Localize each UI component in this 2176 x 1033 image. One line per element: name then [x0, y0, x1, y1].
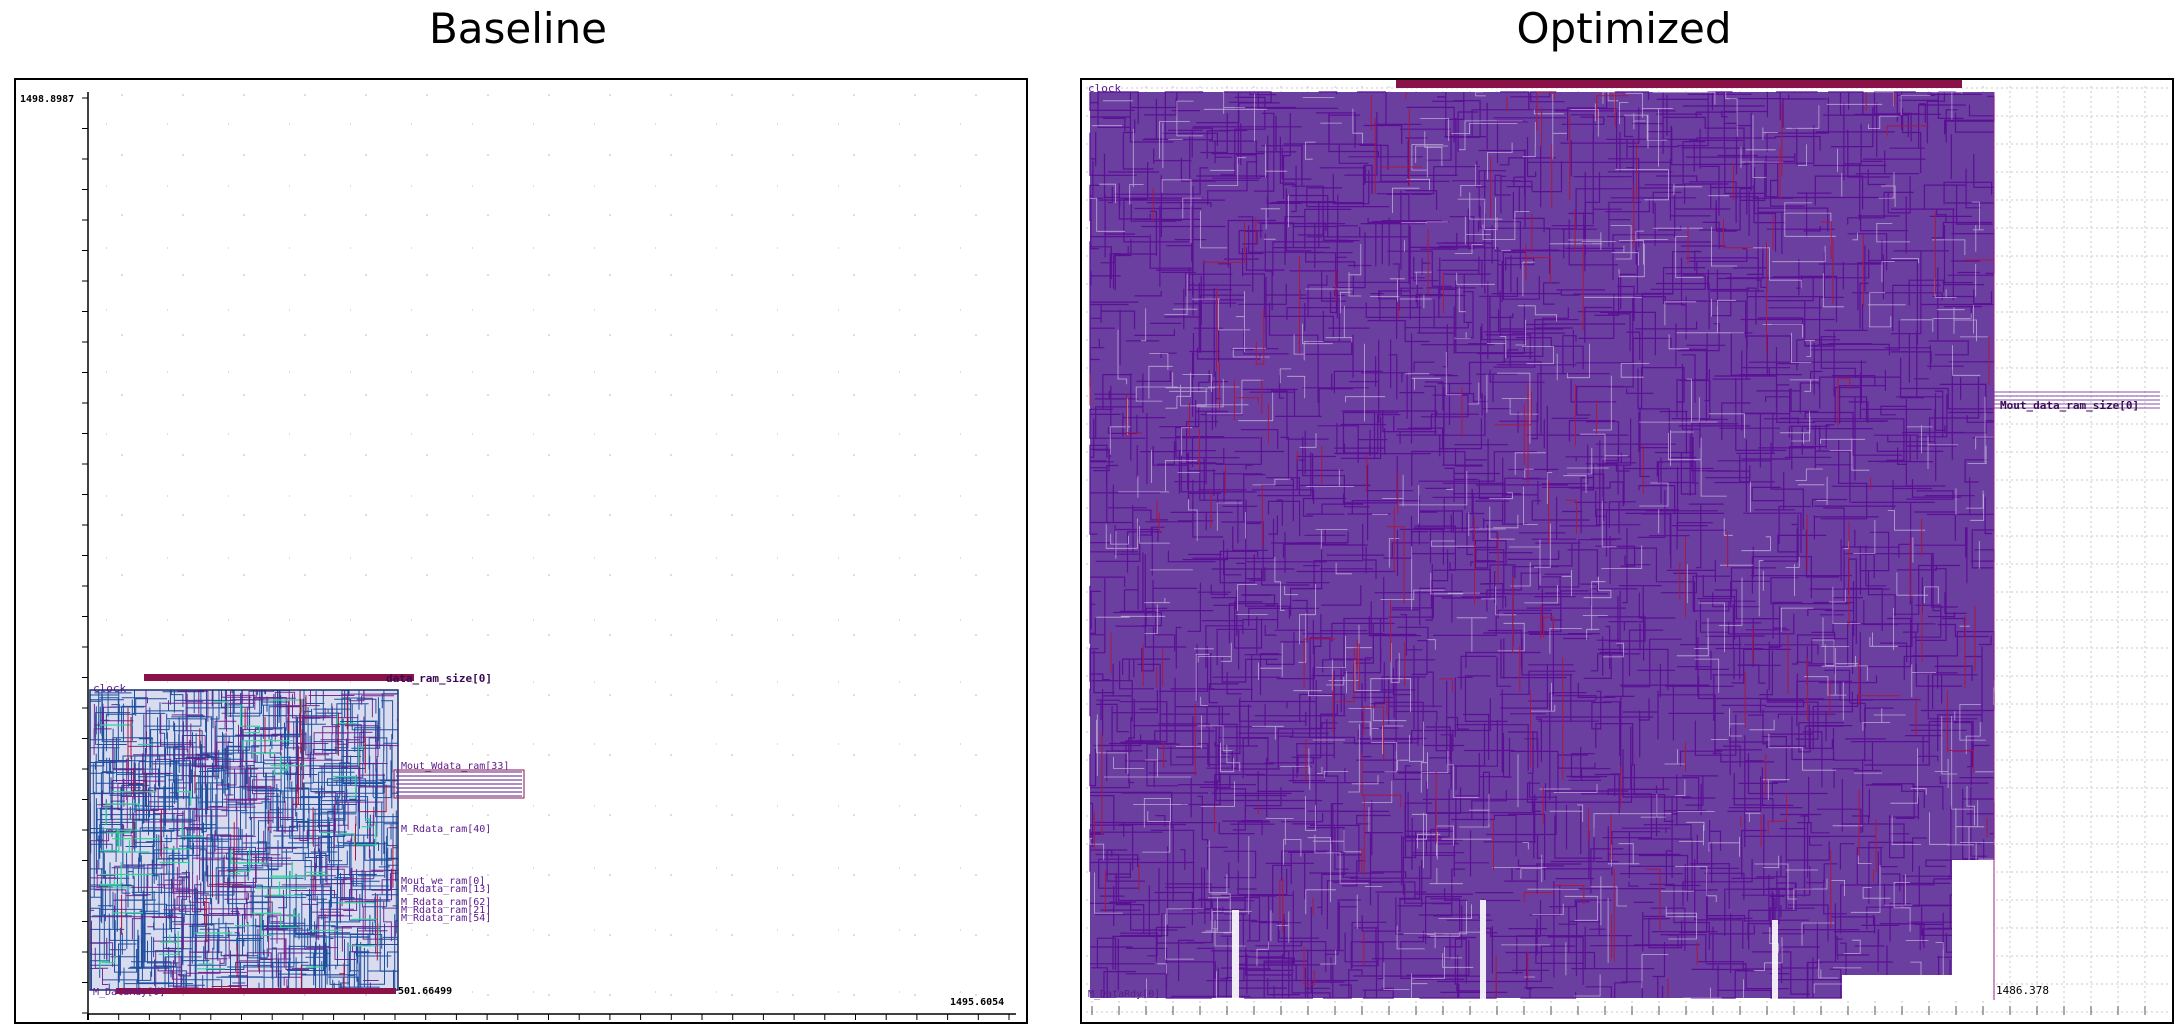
baseline-top-pin-strip: [144, 674, 414, 681]
optimized-axis-ticks: [1091, 1006, 2146, 1015]
baseline-bottom-pin-strip: [116, 988, 396, 994]
baseline-corner-top-label: 1498.8987: [20, 94, 74, 105]
baseline-pins: [116, 674, 525, 994]
route-layer-purple: [89, 689, 399, 991]
optimized-pins: [1396, 80, 2160, 409]
optimized-layout-canvas: clock M_DataRdy[0] Mout_data_ram_size[0]…: [1086, 80, 2168, 1015]
optimized-routing: [1089, 91, 1996, 1000]
baseline-pin-label-clock: clock: [93, 682, 126, 695]
optimized-pin-label-dataready: M_DataRdy[0]: [1088, 989, 1160, 1000]
route-layer-green: [99, 699, 379, 970]
baseline-pin-label: M_Rdata_ram[54]: [401, 913, 491, 924]
baseline-pin-label: Mout_we_ram[0]: [401, 876, 485, 887]
baseline-title: Baseline: [428, 4, 608, 53]
baseline-pin-label: M_Rdata_ram[13]: [401, 884, 491, 895]
baseline-pin-label: Mout_Wdata_ram[33]: [401, 761, 509, 772]
optimized-column-gap: [1232, 910, 1239, 1000]
optimized-corner-right-label: 1486.378: [1996, 984, 2049, 997]
optimized-edge-notch: [1842, 975, 1952, 1000]
baseline-axis-ticks: [82, 97, 1010, 1020]
optimized-top-pin-strip: [1396, 80, 1962, 88]
baseline-pin-label: M_Rdata_ram[40]: [401, 824, 491, 835]
optimized-layout-panel: clock M_DataRdy[0] Mout_data_ram_size[0]…: [1080, 78, 2174, 1024]
optimized-column-gap: [1480, 900, 1486, 1000]
baseline-pin-label: M_Rdata_ram[62]: [401, 897, 491, 908]
optimized-edge-notch: [1952, 860, 1996, 1000]
baseline-die-corner-label: 501.66499: [398, 986, 452, 997]
baseline-pin-label: M_Rdata_ram[21]: [401, 905, 491, 916]
baseline-corner-right-label: 1495.6054: [950, 997, 1004, 1008]
optimized-die-fill: [1090, 92, 1994, 998]
optimized-pin-label-clock: clock: [1088, 82, 1121, 95]
baseline-pin-label-dataready: M_DataRdy[0]: [93, 987, 165, 998]
baseline-routing: [89, 689, 399, 991]
optimized-right-pin-label: Mout_data_ram_size[0]: [2000, 399, 2139, 412]
route-layer-red: [121, 690, 394, 990]
baseline-top-pin-label: data_ram_size[0]: [386, 672, 492, 685]
baseline-layout-panel: 1498.8987 1495.6054 501.66499 data_ram_s…: [14, 78, 1028, 1024]
baseline-layout-canvas: 1498.8987 1495.6054 501.66499 data_ram_s…: [20, 92, 1016, 1020]
optimized-title: Optimized: [1516, 4, 1732, 53]
baseline-right-pin-cluster: [393, 769, 525, 799]
optimized-column-gap: [1772, 920, 1778, 1000]
